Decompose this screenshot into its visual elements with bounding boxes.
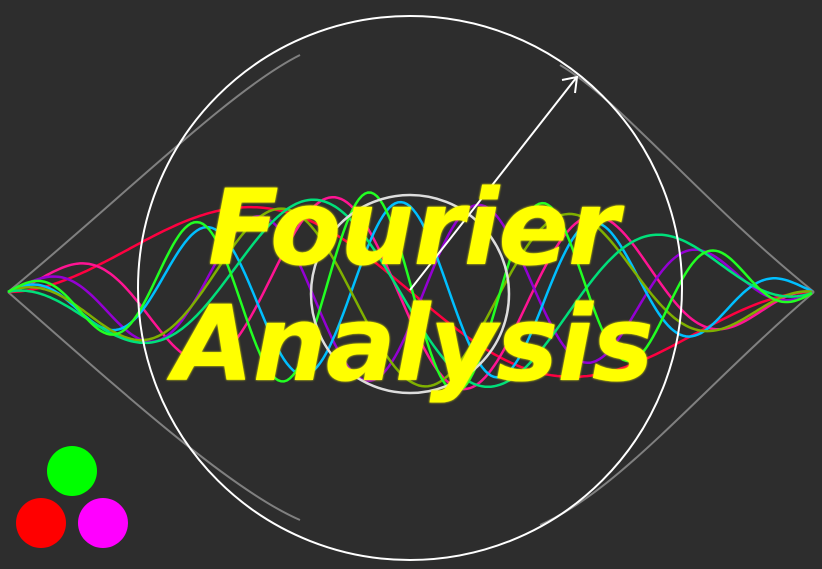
red-dot [16,498,66,548]
envelope-line [7,291,301,521]
inner-circle [309,193,511,395]
magenta-dot [78,498,128,548]
wave-curve [7,191,813,393]
wave-curve [7,207,813,388]
envelope-line [7,54,301,293]
outer-circle [137,15,683,561]
envelope-line [559,64,815,293]
radius-arrow [409,75,579,291]
title-line-2: Analysis [173,283,654,405]
green-dot [47,446,97,496]
title-line-1: Fourier [207,167,619,289]
